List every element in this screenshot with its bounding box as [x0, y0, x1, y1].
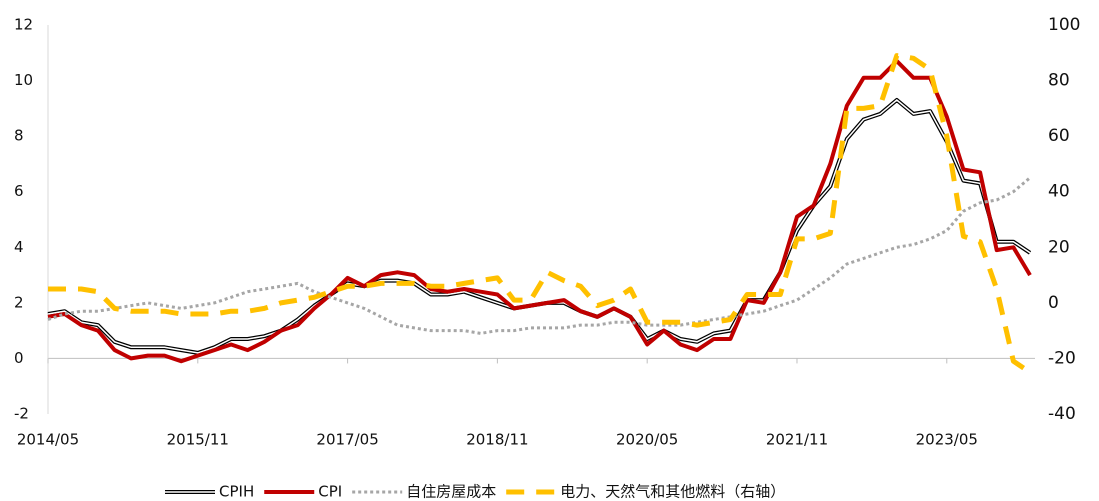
legend-label: 自住房屋成本 — [406, 483, 496, 501]
y-tick-label: 2 — [14, 293, 24, 311]
y2-tick-label: 60 — [1048, 126, 1070, 146]
series-line — [48, 53, 1032, 375]
legend-label: CPIH — [219, 483, 254, 501]
x-tick-label: 2021/11 — [766, 431, 828, 449]
legend-label: 电力、天然气和其他燃料（右轴） — [560, 483, 785, 501]
x-tick-label: 2018/11 — [466, 431, 528, 449]
x-tick-label: 2015/11 — [167, 431, 229, 449]
y-tick-label: 0 — [14, 349, 24, 367]
y2-tick-label: -20 — [1048, 348, 1076, 368]
legend-label: CPI — [318, 483, 342, 501]
y2-tick-label: 80 — [1048, 71, 1070, 91]
y-tick-label: 4 — [14, 238, 24, 256]
x-tick-label: 2023/05 — [916, 431, 978, 449]
y2-tick-label: 0 — [1048, 293, 1059, 313]
series-line — [47, 59, 1032, 364]
y2-tick-label: -40 — [1048, 404, 1076, 424]
y-tick-label: 12 — [14, 16, 33, 34]
y2-tick-label: 40 — [1048, 182, 1070, 202]
series-line — [47, 176, 1031, 335]
y-tick-label: 8 — [14, 127, 24, 145]
y-tick-label: 6 — [14, 182, 24, 200]
y2-tick-label: 100 — [1048, 15, 1080, 35]
y2-tick-label: 20 — [1048, 237, 1070, 257]
y-tick-label: -2 — [14, 405, 29, 423]
y-tick-label: 10 — [14, 71, 33, 89]
x-tick-label: 2017/05 — [316, 431, 378, 449]
x-tick-label: 2020/05 — [616, 431, 678, 449]
x-tick-label: 2014/05 — [17, 431, 79, 449]
